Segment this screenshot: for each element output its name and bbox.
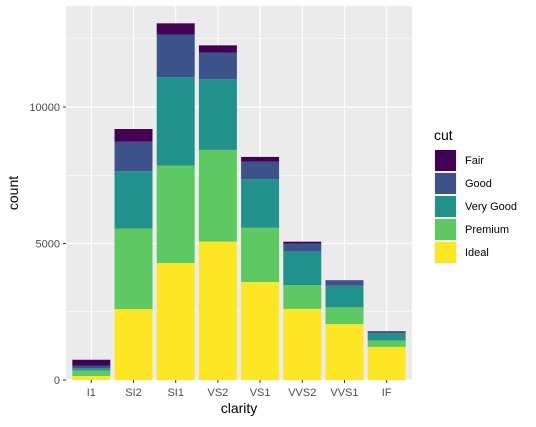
bar-segment	[156, 23, 195, 35]
bar-segment	[198, 45, 237, 53]
bar-segment	[283, 251, 322, 286]
bar-segment	[198, 241, 237, 380]
bar-segment	[283, 241, 322, 244]
legend-label: Ideal	[465, 247, 489, 259]
bar-segment	[72, 368, 111, 371]
bar-segment	[72, 376, 111, 380]
x-axis-title: clarity	[221, 400, 258, 416]
x-tick-label: IF	[382, 387, 392, 399]
bar-segment	[283, 285, 322, 309]
bar-segment	[241, 282, 280, 380]
y-tick-label: 10000	[29, 102, 60, 114]
legend-label: Good	[465, 178, 492, 190]
bar-segment	[156, 77, 195, 166]
legend-swatch	[435, 219, 456, 240]
bar-segment	[241, 161, 280, 180]
bar-segment	[72, 365, 111, 369]
bar-segment	[114, 129, 153, 142]
bar-segment	[325, 324, 364, 380]
legend: cut Fair Good Very Good Premium Ideal	[434, 127, 517, 264]
bar-segment	[241, 179, 280, 228]
legend-label: Fair	[465, 155, 484, 167]
bar-segment	[114, 171, 153, 229]
bar-segment	[156, 263, 195, 380]
x-tick-label: SI1	[167, 387, 184, 399]
bar-segment	[114, 309, 153, 380]
bar-segment	[198, 149, 237, 242]
legend-swatch	[435, 150, 456, 171]
bars	[72, 23, 406, 380]
x-tick-label: VS2	[208, 387, 229, 399]
y-tick-label: 0	[54, 375, 60, 387]
legend-label: Very Good	[465, 201, 517, 213]
x-tick-label: VVS2	[288, 387, 316, 399]
legend-title: cut	[434, 127, 453, 143]
bar-segment	[156, 165, 195, 264]
x-tick-label: SI2	[125, 387, 142, 399]
bar-segment	[241, 156, 280, 162]
bar-segment	[367, 331, 406, 334]
bar-segment	[156, 34, 195, 78]
legend-label: Premium	[465, 224, 509, 236]
bar-segment	[325, 280, 364, 286]
x-tick-label: VS1	[250, 387, 271, 399]
bar-segment	[325, 307, 364, 325]
x-tick-label: I1	[87, 387, 96, 399]
bar-segment	[283, 243, 322, 252]
legend-swatch	[435, 173, 456, 194]
bar-segment	[114, 141, 153, 172]
bar-segment	[72, 359, 111, 366]
legend-swatch	[435, 242, 456, 263]
y-tick-label: 5000	[36, 239, 60, 251]
bar-segment	[367, 340, 406, 347]
bar-segment	[367, 333, 406, 341]
bar-segment	[198, 79, 237, 150]
y-axis-title: count	[5, 176, 21, 210]
bar-segment	[198, 52, 237, 80]
bar-segment	[283, 308, 322, 380]
legend-swatch	[435, 196, 456, 217]
axes: 0 5000 10000 I1 SI2 SI1 VS2 VS1 VVS2 VVS1 IF	[29, 102, 391, 399]
bar-segment	[72, 370, 111, 377]
bar-segment	[325, 285, 364, 308]
bar-segment	[241, 227, 280, 283]
bar-segment	[367, 346, 406, 380]
bar-segment	[114, 228, 153, 310]
x-tick-label: VVS1	[330, 387, 358, 399]
